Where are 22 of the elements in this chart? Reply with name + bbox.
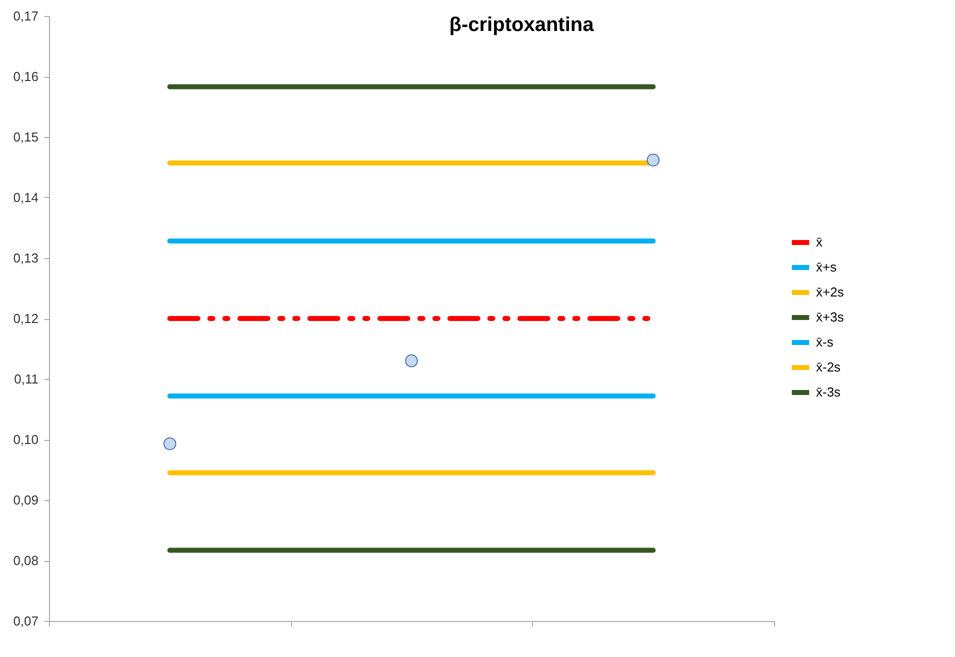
chart-title: β-criptoxantina <box>449 14 595 36</box>
point <box>405 354 418 368</box>
y-tick-label: 0,08 <box>13 553 38 568</box>
y-tick-label: 0,07 <box>13 614 38 628</box>
y-tick-label: 0,12 <box>13 311 38 326</box>
point <box>163 437 176 450</box>
legend-label: x̄-3s <box>816 384 842 400</box>
y-tick-label: 0,13 <box>13 250 38 266</box>
legend-label: x̄+2s <box>816 284 844 300</box>
y-tick-label: 0,15 <box>13 130 38 144</box>
y-tick-label: 0,10 <box>13 432 38 447</box>
legend-label: x̄ <box>816 234 823 250</box>
y-tick-label: 0,11 <box>14 372 38 386</box>
y-tick-label: 0,14 <box>13 190 38 205</box>
y-tick-label: 0,16 <box>13 69 38 84</box>
y-tick-label: 0,09 <box>13 492 38 508</box>
point <box>646 154 660 166</box>
legend-label: x̄-s <box>816 334 834 350</box>
legend-label: x̄+s <box>816 260 838 274</box>
y-tick-label: 0,17 <box>13 8 38 24</box>
legend-label: x̄+3s <box>816 310 844 324</box>
legend-label: x̄-2s <box>816 360 842 374</box>
